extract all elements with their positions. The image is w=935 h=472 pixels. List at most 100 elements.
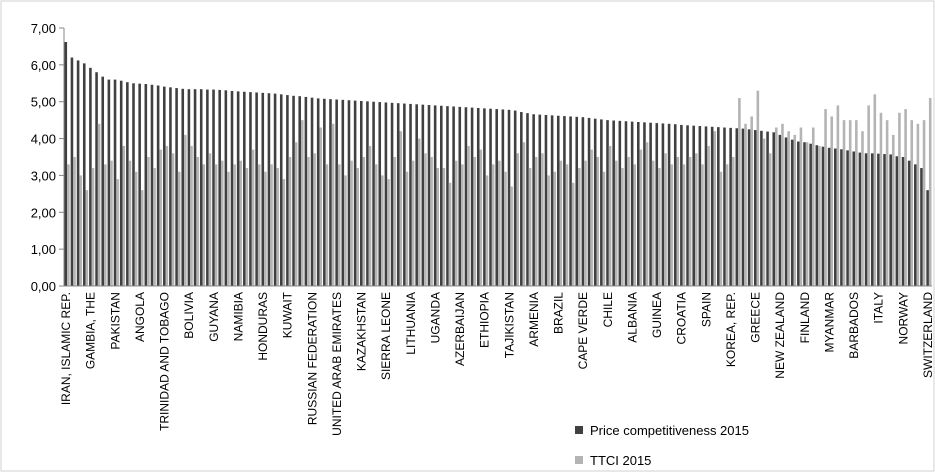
- legend-swatch-price: [575, 426, 583, 434]
- bar-ttci: [510, 186, 513, 286]
- bar-ttci: [140, 190, 144, 286]
- bar-price-competitiveness: [797, 141, 800, 286]
- bar-ttci: [97, 123, 101, 286]
- bar-ttci: [467, 145, 470, 286]
- bar-ttci: [694, 153, 698, 286]
- bar-price-competitiveness: [76, 60, 80, 287]
- bar-price-competitiveness: [169, 87, 172, 286]
- x-tick-label: ANGOLA: [133, 292, 147, 342]
- bar-price-competitiveness: [723, 127, 726, 286]
- bar-ttci: [504, 171, 507, 286]
- bar-price-competitiveness: [907, 160, 911, 286]
- bar-price-competitiveness: [735, 128, 739, 286]
- bar-ttci: [171, 153, 175, 286]
- bar-price-competitiveness: [704, 126, 708, 286]
- bar-ttci: [301, 120, 304, 287]
- bar-price-competitiveness: [717, 127, 720, 286]
- bar-price-competitiveness: [126, 82, 129, 287]
- bar-price-competitiveness: [833, 148, 837, 286]
- bar-ttci: [294, 142, 298, 286]
- bar-ttci: [104, 164, 107, 286]
- bar-price-competitiveness: [335, 99, 338, 286]
- bar-ttci: [793, 134, 797, 286]
- bar-price-competitiveness: [489, 108, 492, 287]
- bar-ttci: [528, 168, 532, 286]
- bar-ttci: [368, 145, 372, 286]
- x-tick-label: HONDURAS: [256, 292, 270, 361]
- y-tick-label: 2,00: [31, 205, 56, 220]
- x-tick-label: UGANDA: [428, 292, 442, 343]
- bar-price-competitiveness: [710, 126, 714, 286]
- x-tick-label: LITHUANIA: [404, 292, 418, 355]
- bar-price-competitiveness: [236, 91, 240, 286]
- bar-price-competitiveness: [846, 150, 849, 286]
- bar-ttci: [541, 153, 544, 286]
- bar-ttci: [245, 168, 249, 286]
- bar-ttci: [79, 175, 82, 286]
- bar-ttci: [725, 164, 729, 286]
- bar-price-competitiveness: [187, 89, 191, 286]
- bar-ttci: [682, 164, 686, 286]
- bar-price-competitiveness: [409, 103, 412, 286]
- bar-price-competitiveness: [249, 92, 252, 286]
- bar-ttci: [411, 160, 415, 286]
- bar-ttci: [707, 145, 710, 286]
- bar-ttci: [362, 157, 366, 286]
- bar-price-competitiveness: [692, 125, 695, 287]
- bar-ttci: [374, 164, 378, 286]
- bar-price-competitiveness: [378, 102, 382, 286]
- bar-price-competitiveness: [858, 152, 862, 286]
- bar-price-competitiveness: [914, 164, 917, 286]
- bar-price-competitiveness: [476, 107, 480, 286]
- bar-price-competitiveness: [70, 57, 74, 286]
- x-tick-label: RUSSIAN FEDERATION: [305, 292, 319, 425]
- bar-ttci: [916, 123, 920, 286]
- x-tick-label: KOREA, REP.: [724, 292, 738, 367]
- bar-ttci: [276, 168, 279, 286]
- bar-price-competitiveness: [101, 76, 105, 286]
- bar-price-competitiveness: [359, 100, 363, 286]
- bar-price-competitiveness: [150, 84, 154, 286]
- bars: [64, 42, 932, 287]
- bar-price-competitiveness: [889, 154, 892, 286]
- bar-ttci: [738, 98, 741, 287]
- bar-ttci: [313, 153, 316, 286]
- x-tick-label: BRAZIL: [552, 292, 566, 334]
- bar-ttci: [768, 153, 772, 286]
- x-tick-label: ITALY: [872, 292, 886, 324]
- x-tick-label: AZERBAIJAN: [453, 292, 467, 366]
- bar-price-competitiveness: [840, 149, 843, 286]
- bar-ttci: [571, 182, 575, 286]
- bar-ttci: [177, 171, 181, 286]
- bar-ttci: [196, 157, 199, 286]
- bar-ttci: [522, 142, 526, 286]
- bar-ttci: [608, 145, 612, 286]
- bar-ttci: [744, 123, 747, 286]
- bar-ttci: [602, 171, 606, 286]
- bar-price-competitiveness: [809, 143, 812, 286]
- y-tick-label: 4,00: [31, 132, 56, 147]
- bar-ttci: [454, 160, 458, 286]
- bar-ttci: [848, 120, 852, 287]
- bar-price-competitiveness: [156, 85, 160, 286]
- bar-price-competitiveness: [421, 104, 425, 286]
- bar-price-competitiveness: [587, 117, 591, 286]
- y-tick-label: 7,00: [31, 21, 56, 36]
- bar-price-competitiveness: [870, 153, 874, 286]
- bar-price-competitiveness: [119, 80, 123, 286]
- x-tick-label: MYANMAR: [822, 292, 836, 353]
- bar-ttci: [584, 160, 587, 286]
- bar-price-competitiveness: [649, 122, 652, 286]
- bar-ttci: [891, 134, 895, 286]
- bar-price-competitiveness: [729, 127, 732, 286]
- bar-price-competitiveness: [255, 92, 258, 286]
- bar-price-competitiveness: [520, 112, 523, 286]
- bar-ttci: [227, 171, 230, 286]
- bar-ttci: [399, 131, 403, 286]
- bar-ttci: [208, 153, 212, 286]
- x-tick-label: IRAN, ISLAMIC REP.: [59, 292, 73, 405]
- bar-price-competitiveness: [526, 113, 529, 286]
- bar-ttci: [473, 157, 476, 286]
- bar-ttci: [325, 164, 329, 286]
- x-tick-label: UNITED ARAB EMIRATES: [330, 292, 344, 436]
